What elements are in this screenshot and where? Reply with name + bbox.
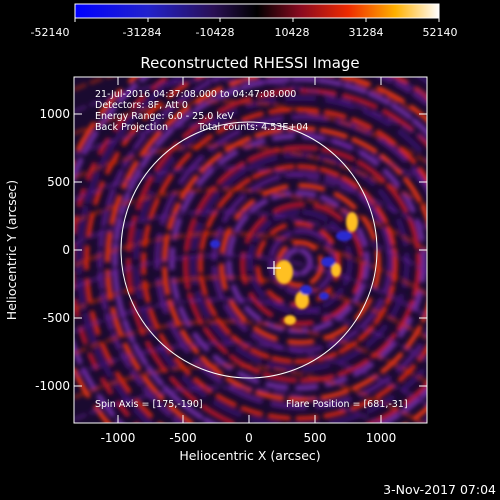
fringe-ring bbox=[169, 133, 427, 391]
spin-axis-label: Spin Axis = [175,-190] bbox=[95, 399, 203, 410]
negative-source bbox=[300, 285, 312, 295]
solar-limb-circle bbox=[120, 121, 378, 379]
colorbar: -52140 -31284 -10428 10428 31284 52140 bbox=[31, 3, 458, 39]
fringe-ring bbox=[211, 171, 393, 353]
bright-source bbox=[331, 263, 341, 277]
footer-date: 3-Nov-2017 07:04 bbox=[383, 482, 496, 497]
fringe-ring bbox=[247, 209, 353, 315]
bright-source bbox=[295, 291, 309, 309]
colorbar-tick-label: -10428 bbox=[196, 26, 235, 39]
x-tick-labels: -1000 -500 0 500 1000 bbox=[101, 431, 397, 445]
fringe-ring bbox=[183, 145, 421, 383]
info-line-time: 21-Jul-2016 04:37:08.000 to 04:47:08.000 bbox=[95, 89, 296, 100]
rhessi-image bbox=[74, 77, 427, 423]
negative-source bbox=[336, 231, 352, 241]
info-block: 21-Jul-2016 04:37:08.000 to 04:47:08.000… bbox=[95, 89, 308, 133]
colorbar-tick-label: 31284 bbox=[349, 26, 384, 39]
bright-source bbox=[275, 260, 293, 284]
x-tick-label: -500 bbox=[169, 431, 196, 445]
colorbar-tick-label: 10428 bbox=[275, 26, 310, 39]
colorbar-ticks bbox=[74, 18, 440, 22]
negative-source bbox=[210, 240, 220, 248]
y-tick-label: -500 bbox=[43, 311, 70, 325]
plot-title: Reconstructed RHESSI Image bbox=[140, 54, 359, 72]
fringe-band bbox=[74, 77, 427, 143]
fringe-ring bbox=[112, 77, 427, 423]
fringe-band bbox=[74, 121, 427, 187]
fringe-ring bbox=[162, 126, 427, 402]
y-tick-label: -1000 bbox=[35, 379, 70, 393]
info-line-method: Back Projection bbox=[95, 122, 168, 133]
fringe-band bbox=[74, 187, 427, 253]
fringe-band bbox=[74, 143, 427, 209]
fringe-band bbox=[74, 341, 427, 407]
y-tick-label: 1000 bbox=[39, 107, 70, 121]
x-tick-label: -1000 bbox=[101, 431, 136, 445]
x-tick-label: 500 bbox=[304, 431, 327, 445]
y-tick-labels: 1000 500 0 -500 -1000 bbox=[35, 107, 70, 393]
bright-source bbox=[346, 212, 358, 232]
fringe-band bbox=[74, 77, 427, 121]
info-line-counts: Total counts: 4.53E+04 bbox=[197, 122, 308, 133]
fringe-ring bbox=[198, 164, 398, 364]
x-axis-label: Heliocentric X (arcsec) bbox=[179, 448, 320, 463]
fringe-band bbox=[74, 297, 427, 363]
bright-source bbox=[284, 315, 296, 325]
info-line-detectors: Detectors: 8F, Att 0 bbox=[95, 100, 188, 111]
fringe-band bbox=[74, 253, 427, 319]
fringe-ring bbox=[219, 183, 381, 345]
x-tick-label: 1000 bbox=[366, 431, 397, 445]
fringe-band bbox=[74, 275, 427, 341]
negative-source bbox=[319, 292, 329, 300]
flare-position-label: Flare Position = [681,-31] bbox=[286, 399, 408, 410]
colorbar-tick-label: 52140 bbox=[423, 26, 458, 39]
colorbar-gradient bbox=[74, 3, 440, 19]
fringe-ring bbox=[240, 202, 364, 326]
fringe-ring bbox=[97, 77, 427, 423]
fringe-band bbox=[74, 231, 427, 297]
fringe-band bbox=[74, 385, 384, 423]
source-blobs bbox=[210, 212, 358, 325]
y-axis-label: Heliocentric Y (arcsec) bbox=[4, 180, 19, 320]
colorbar-tick-label: -52140 bbox=[31, 26, 70, 39]
y-tick-label: 0 bbox=[62, 243, 70, 257]
fringe-ring bbox=[84, 77, 427, 423]
fringe-pattern bbox=[74, 77, 427, 423]
fringe-ring bbox=[133, 95, 427, 423]
plot-axes bbox=[73, 76, 428, 424]
fringe-band bbox=[74, 319, 427, 385]
colorbar-tick-label: -31284 bbox=[123, 26, 162, 39]
fringe-ring bbox=[126, 88, 427, 423]
x-tick-label: 0 bbox=[245, 431, 253, 445]
fringe-band bbox=[74, 165, 427, 231]
negative-source bbox=[321, 257, 335, 267]
info-line-energy: Energy Range: 6.0 - 25.0 keV bbox=[95, 111, 234, 122]
flare-position-marker bbox=[267, 261, 281, 275]
fringe-band bbox=[74, 209, 427, 275]
fringe-band bbox=[74, 99, 427, 165]
y-tick-label: 500 bbox=[47, 175, 70, 189]
fringe-band bbox=[74, 363, 426, 423]
